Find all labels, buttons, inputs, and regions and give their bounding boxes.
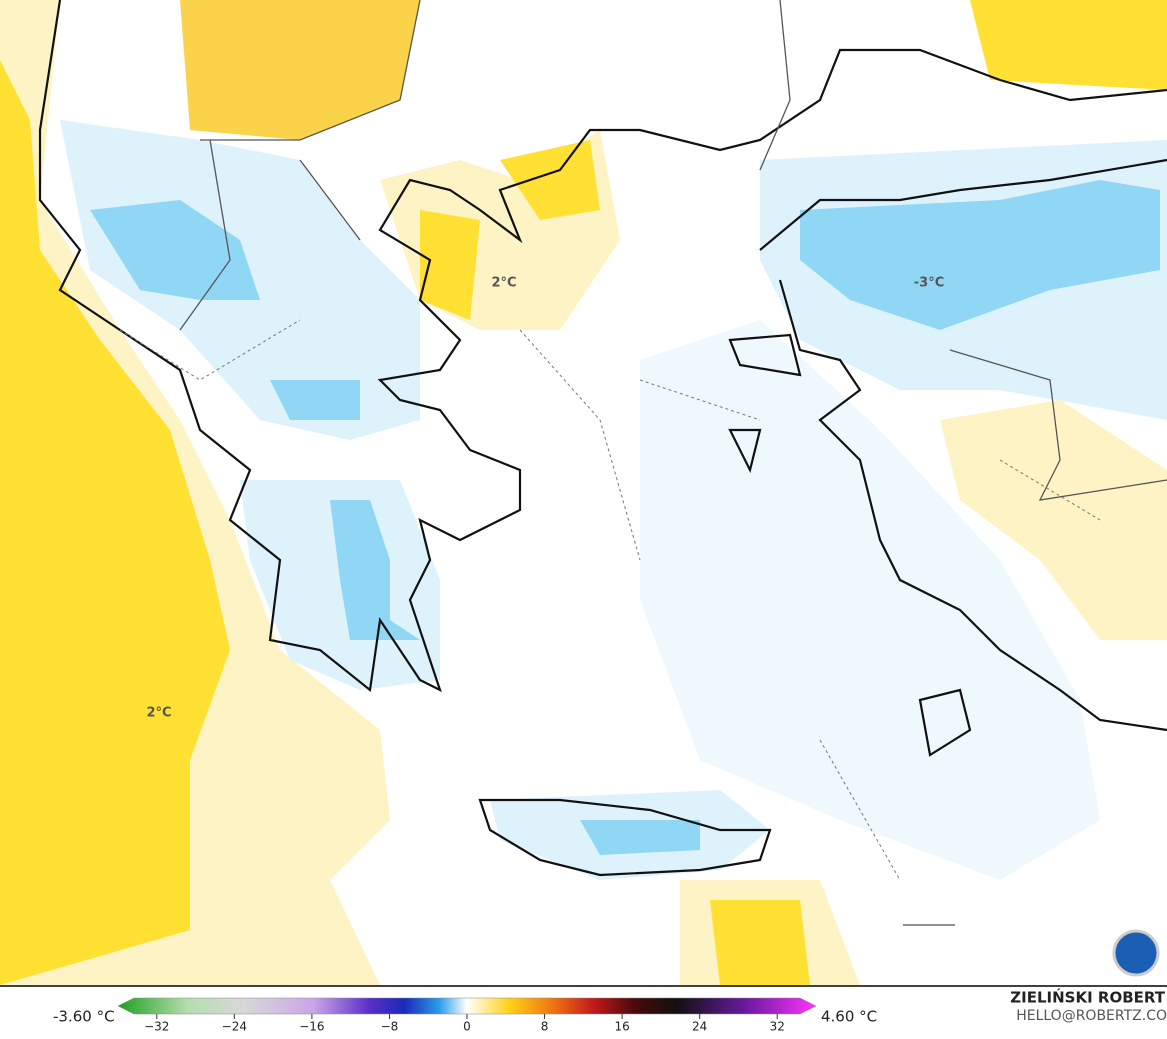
colorbar-tick-label: −24: [222, 1020, 247, 1034]
coastline: [38, 0, 1167, 693]
map-label: 2°C: [146, 706, 171, 721]
colorbar-tick-label: −16: [299, 1020, 324, 1034]
cool-core: [800, 180, 1160, 330]
coastline: [478, 798, 772, 877]
author: ZIELIŃSKI ROBERT: [1010, 988, 1165, 1007]
warm-core: [970, 0, 1167, 90]
colorbar-strip: [117, 997, 817, 1015]
colorbar-tick-label: 0: [463, 1020, 471, 1034]
warm-zone: [940, 400, 1167, 640]
warm-core: [0, 60, 230, 985]
map-label: 2°C: [491, 276, 516, 291]
contact: HELLO@ROBERTZ.CO: [1016, 1008, 1167, 1024]
colorbar-tick-label: 24: [692, 1020, 707, 1034]
cool-zone: [640, 320, 1100, 880]
warm-core: [180, 0, 420, 140]
colorbar-tick-label: −8: [381, 1020, 399, 1034]
map: 2°C -3°C 2°C: [0, 0, 1167, 985]
warm-core: [420, 140, 600, 320]
noaa-logo: [1112, 929, 1160, 977]
colorbar: -3.60 °C 4.60 °C −32 −24 −16 −8 0 8 16 24 32: [53, 997, 877, 1034]
colorbar-tick-label: 8: [541, 1020, 549, 1034]
warm-core: [710, 900, 810, 985]
colorbar-min-label: -3.60 °C: [53, 1008, 115, 1026]
colorbar-max-label: 4.60 °C: [821, 1008, 877, 1026]
border: [179, 0, 1167, 501]
colorbar-tick-label: 32: [770, 1020, 785, 1034]
colorbar-tick-label: 16: [614, 1020, 629, 1034]
coastline: [728, 333, 972, 757]
map-label: -3°C: [914, 276, 944, 291]
colorbar-tick-label: −32: [144, 1020, 169, 1034]
coastline: [759, 158, 1167, 732]
cool-core: [90, 200, 360, 420]
cool-core: [580, 820, 700, 855]
isoline: [119, 319, 1101, 881]
cool-core: [330, 500, 420, 640]
